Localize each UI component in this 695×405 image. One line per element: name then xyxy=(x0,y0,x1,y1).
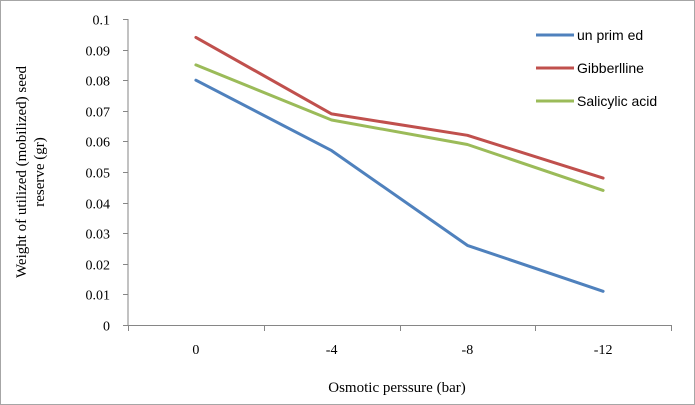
series-line-1 xyxy=(194,35,605,180)
series-line-0 xyxy=(194,78,605,293)
y-tick-label: 0.06 xyxy=(86,136,111,151)
y-tick-label: 0.01 xyxy=(86,289,111,304)
x-axis-title: Osmotic perssure (bar) xyxy=(328,380,465,396)
y-axis-title-line2: reserve (gr) xyxy=(32,137,48,207)
y-tick-label: 0.09 xyxy=(86,45,111,60)
y-tick-label: 0.02 xyxy=(86,259,111,274)
y-tick-label: 0.05 xyxy=(86,167,111,182)
y-tick-label: 0.1 xyxy=(93,14,111,29)
series-layer xyxy=(194,35,605,293)
y-tick-label: 0.08 xyxy=(86,75,111,90)
legend-label: un prim ed xyxy=(577,27,643,43)
y-tick-label: 0.04 xyxy=(86,198,111,213)
x-tick-label: 0 xyxy=(192,343,199,358)
y-tick-label: 0.03 xyxy=(86,228,111,243)
legend: un prim ed Gibberlline Salicylic acid xyxy=(536,27,657,109)
x-tick-label: -4 xyxy=(326,343,338,358)
series-line-2 xyxy=(194,63,605,192)
y-axis-title: Weight of utilized (mobilized) seed rese… xyxy=(14,65,48,278)
legend-label: Gibberlline xyxy=(577,60,644,76)
x-tick-label: -8 xyxy=(462,343,474,358)
legend-label: Salicylic acid xyxy=(577,93,657,109)
x-axis: 0 -4 -8 -12 xyxy=(128,325,672,358)
y-axis: 0 0.01 0.02 0.03 0.04 0.05 0.06 0.07 0.08 0.09 0.1 xyxy=(86,14,129,335)
y-axis-title-line1: Weight of utilized (mobilized) seed xyxy=(14,65,30,278)
y-tick-label: 0.07 xyxy=(86,106,111,121)
y-tick-label: 0 xyxy=(103,320,110,335)
x-tick-label: -12 xyxy=(594,343,613,358)
